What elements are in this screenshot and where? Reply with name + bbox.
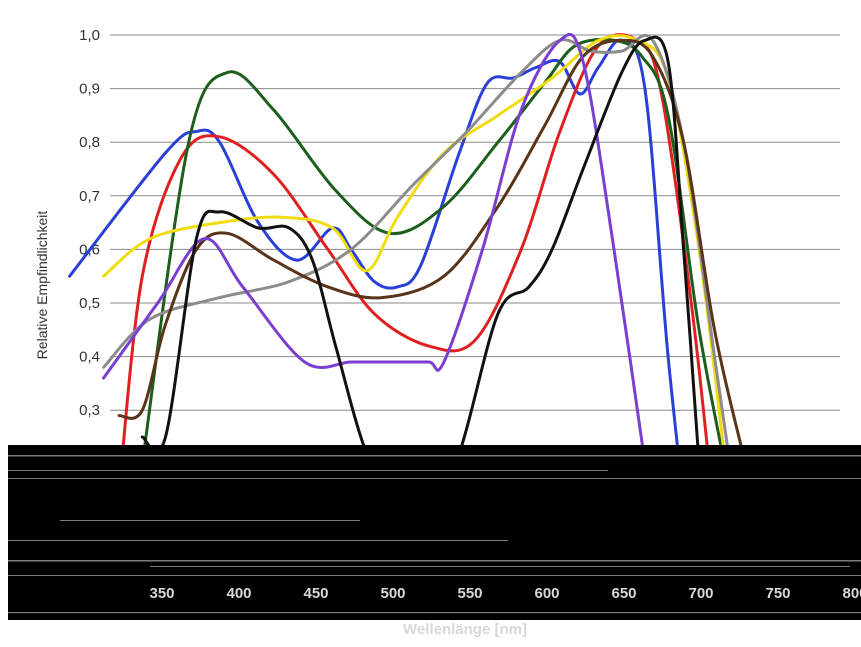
corrupted-region: 350 400 450 500 550 600 650 700 750 800 Wellenlän…	[8, 445, 861, 638]
y-tick-label: 0,8	[79, 134, 100, 151]
series-line-purple	[102, 32, 655, 519]
series-line-blue	[68, 38, 693, 573]
glitch-streak	[8, 478, 861, 479]
y-tick-label: 0,5	[79, 295, 100, 312]
x-tick-label: 800	[842, 585, 861, 602]
glitch-streak	[8, 470, 608, 471]
glitch-streak	[8, 455, 861, 457]
series-line-red	[117, 33, 716, 519]
y-tick-label: 0,3	[79, 402, 100, 419]
x-tick-label: 550	[457, 585, 482, 602]
series-line-darkgreen	[140, 37, 732, 493]
glitch-streak	[60, 520, 360, 521]
y-tick-label: 0,7	[79, 188, 100, 205]
glitch-streak	[8, 612, 861, 614]
y-tick-label: 0,4	[79, 349, 100, 366]
x-tick-label: 600	[534, 585, 559, 602]
series-lines	[68, 32, 747, 573]
glitch-block	[8, 445, 861, 620]
x-axis-ticks: 350 400 450 500 550 600 650 700 750 800	[149, 585, 861, 602]
glitch-streak	[8, 575, 861, 576]
series-line-brown	[117, 38, 747, 466]
series-line-black	[140, 35, 701, 513]
x-tick-label: 700	[688, 585, 713, 602]
y-tick-label: 0,9	[79, 81, 100, 98]
x-tick-label: 450	[303, 585, 328, 602]
y-axis-title: Relative Empfindlichkeit	[34, 211, 50, 360]
x-tick-label: 400	[226, 585, 251, 602]
y-tick-label: 1,0	[79, 27, 100, 44]
glitch-streak	[8, 540, 508, 541]
glitch-streak	[150, 566, 850, 567]
x-tick-label: 750	[765, 585, 790, 602]
x-axis-title: Wellenlänge [nm]	[403, 621, 527, 638]
x-tick-label: 500	[380, 585, 405, 602]
x-tick-label: 350	[149, 585, 174, 602]
glitch-streak	[8, 560, 861, 562]
x-tick-label: 650	[611, 585, 636, 602]
